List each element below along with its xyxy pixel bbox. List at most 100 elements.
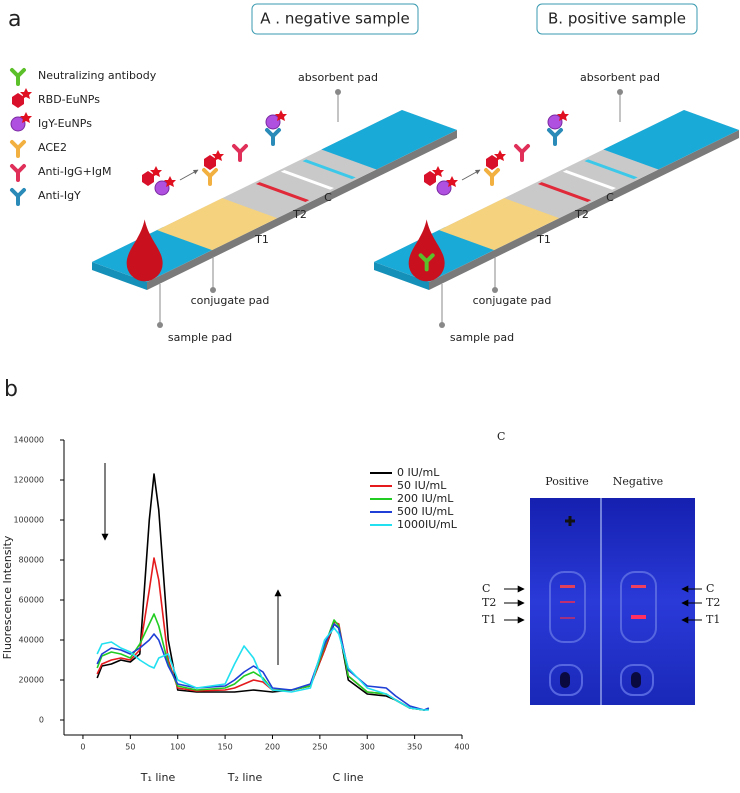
strip-label: sample pad: [168, 331, 232, 344]
flow-arrow: [179, 169, 199, 181]
region-label: T₂ line: [227, 771, 263, 784]
well: [631, 672, 641, 688]
strip-side: [147, 130, 457, 290]
strip-label: absorbent pad: [298, 71, 378, 84]
series-line: [96, 627, 429, 711]
panel-label: a: [8, 7, 21, 32]
icon: [142, 171, 154, 186]
leader-dot: [157, 322, 163, 328]
legend-label: Anti-IgY: [38, 189, 81, 202]
mark-label: T2: [482, 596, 496, 609]
conjugate-pad: [439, 198, 560, 251]
test-line: [280, 169, 334, 190]
x-tick-label: 250: [312, 743, 327, 752]
mark-label: C: [482, 582, 490, 595]
strip-label: T1: [254, 233, 269, 246]
icon: [446, 176, 458, 187]
strip-label: absorbent pad: [580, 71, 660, 84]
conjugate-pad: [157, 198, 278, 251]
mark-label: T2: [706, 596, 720, 609]
icon: [20, 112, 32, 123]
legend-label: RBD-EuNPs: [38, 93, 100, 106]
x-tick-label: 400: [454, 743, 469, 752]
region-label: T₁ line: [140, 771, 176, 784]
series-line: [96, 613, 429, 711]
strip-label: T1: [536, 233, 551, 246]
icon: [10, 164, 26, 182]
test-line: [562, 169, 616, 190]
y-tick-label: 140000: [13, 436, 44, 445]
column-label: Positive: [545, 475, 588, 488]
header-box: [536, 3, 698, 35]
test-line: [537, 182, 592, 202]
legend-label: 1000IU/mL: [397, 518, 458, 531]
icon: [547, 114, 563, 130]
icon: [484, 168, 500, 186]
icon: [10, 68, 26, 86]
strip-label: conjugate pad: [191, 294, 270, 307]
well: [620, 664, 654, 696]
x-tick-label: 150: [217, 743, 232, 752]
legend-label: Neutralizing antibody: [38, 69, 157, 82]
test-line: [255, 182, 310, 202]
column-label: Negative: [613, 475, 663, 488]
icon: [418, 253, 435, 272]
legend-label: ACE2: [38, 141, 67, 154]
strip-side: [429, 130, 739, 290]
legend-label: IgY-EuNPs: [38, 117, 92, 130]
legend-label: 500 IU/mL: [397, 505, 454, 518]
mark-label: T1: [482, 613, 496, 626]
icon: [164, 176, 176, 187]
y-tick-label: 60000: [19, 596, 44, 605]
panel-label: b: [4, 377, 18, 402]
leader-dot: [492, 287, 498, 293]
icon: [10, 116, 26, 132]
strip-label: conjugate pad: [473, 294, 552, 307]
y-axis-label: Fluorescence Intensity: [1, 535, 14, 659]
x-tick-label: 200: [265, 743, 280, 752]
legend-label: 200 IU/mL: [397, 492, 454, 505]
region-label: C line: [332, 771, 363, 784]
y-tick-label: 120000: [13, 476, 44, 485]
icon: [424, 171, 436, 186]
icon: [204, 155, 216, 170]
panel-label: C: [497, 430, 505, 443]
leader-dot: [210, 287, 216, 293]
line-t1: [560, 617, 575, 619]
icon: [212, 150, 224, 161]
flow-arrow: [461, 169, 481, 181]
window: [620, 571, 657, 643]
strip-label: C: [606, 191, 614, 204]
strip-side: [374, 262, 429, 290]
leader-dot: [617, 89, 623, 95]
y-tick-label: 40000: [19, 636, 44, 645]
strip-photo: [530, 498, 695, 705]
x-tick-label: 350: [407, 743, 422, 752]
line-c: [631, 585, 646, 588]
panel-a: a A . negative sample B. positive sample…: [8, 3, 739, 344]
icon: [150, 166, 162, 177]
icon: [10, 140, 26, 158]
x-tick-label: 50: [125, 743, 135, 752]
x-tick-label: 0: [80, 743, 85, 752]
mark: [565, 516, 575, 526]
strip-label: T2: [292, 208, 307, 221]
panel-b: b 0 20000 40000 60000 80000 100000 120000 140000…: [1, 377, 470, 784]
y-tick-label: 100000: [13, 516, 44, 525]
absorbent-pad: [603, 110, 739, 170]
icon: [514, 144, 530, 162]
icon: [202, 168, 218, 186]
line-t1: [631, 615, 646, 619]
mark-label: T1: [706, 613, 720, 626]
icon: [265, 114, 281, 130]
y-tick-label: 0: [39, 716, 44, 725]
icon: [12, 93, 24, 108]
strip-label: C: [324, 191, 332, 204]
x-tick-label: 300: [360, 743, 375, 752]
icon: [154, 180, 170, 196]
blood-drop: [408, 219, 445, 282]
test-line: [584, 159, 638, 180]
leader-dot: [439, 322, 445, 328]
